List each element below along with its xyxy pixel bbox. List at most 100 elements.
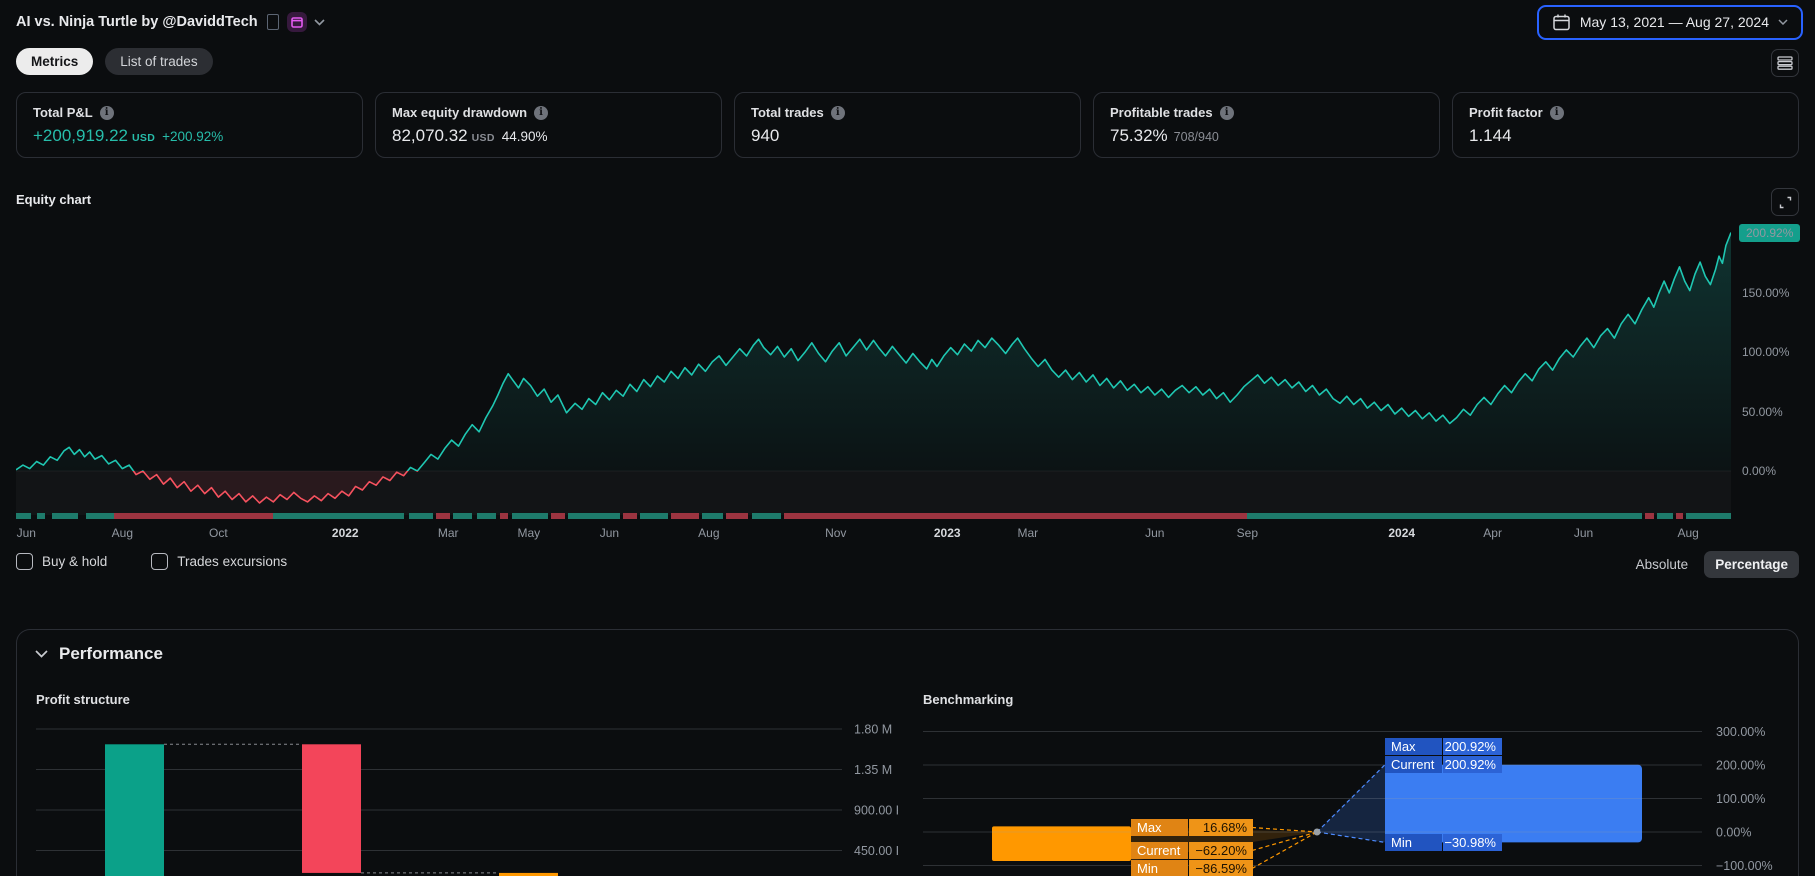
metric-extra: 44.90%: [501, 129, 548, 144]
equity-chart[interactable]: [16, 215, 1731, 515]
trades-excursions-checkbox[interactable]: [151, 553, 169, 570]
x-axis-tick: Nov: [825, 526, 847, 540]
strip-short-segment: [784, 513, 1248, 519]
strip-short-segment: [1645, 513, 1654, 519]
info-icon[interactable]: i: [1549, 105, 1564, 120]
strip-long-segment: [1686, 513, 1731, 519]
profit-structure-chart[interactable]: 1.80 M 1.35 M 900.00 K 450.00 K: [36, 716, 898, 876]
buy-hold-toggle[interactable]: Buy & hold: [16, 553, 107, 570]
strip-long-segment: [702, 513, 723, 519]
strip-long-segment: [16, 513, 32, 519]
report-layout-button[interactable]: [1771, 49, 1799, 77]
svg-text:−86.59%: −86.59%: [1195, 861, 1247, 876]
x-axis-tick: Jun: [1573, 526, 1594, 540]
metric-currency: USD: [471, 132, 495, 144]
x-axis-tick: Oct: [209, 526, 228, 540]
expand-chart-button[interactable]: [1771, 188, 1799, 216]
strip-long-segment: [511, 513, 548, 519]
svg-text:200.00%: 200.00%: [1716, 759, 1765, 773]
chevron-down-icon[interactable]: [314, 18, 325, 26]
metric-card-profit-factor: Profit factor i 1.144: [1452, 92, 1799, 158]
svg-text:0.00%: 0.00%: [1716, 826, 1751, 840]
svg-text:Max: Max: [1391, 739, 1416, 754]
strip-long-segment: [1247, 513, 1642, 519]
bar-gross-profit: [105, 744, 164, 876]
chart-overlay-controls: Buy & hold Trades excursions: [16, 553, 287, 570]
top-bar: AI vs. Ninja Turtle by @DaviddTech May 1…: [16, 0, 1803, 44]
y-axis-tick: 50.00%: [1742, 404, 1783, 419]
metric-value: +200,919.22: [33, 126, 129, 145]
y-axis-tick: 100.00%: [1742, 345, 1790, 360]
strip-long-segment: [36, 513, 46, 519]
trades-excursions-toggle[interactable]: Trades excursions: [151, 553, 287, 570]
info-icon[interactable]: i: [99, 105, 114, 120]
strip-short-segment: [623, 513, 637, 519]
x-axis-tick: Aug: [1677, 526, 1699, 540]
strip-short-segment: [726, 513, 749, 519]
report-tabs: Metrics List of trades: [16, 48, 213, 75]
equity-x-axis[interactable]: Jun Aug Oct 2022 Mar May Jun Aug Nov 2023 Mar Jun Se…: [16, 526, 1731, 541]
x-axis-tick: Sep: [1236, 526, 1259, 540]
tab-list-of-trades[interactable]: List of trades: [105, 48, 213, 75]
strip-short-segment: [1676, 513, 1683, 519]
metric-label: Profit factor: [1469, 105, 1543, 120]
convergence-dot: [1313, 828, 1321, 836]
svg-text:200.92%: 200.92%: [1445, 757, 1497, 772]
bar-benchmark: [992, 826, 1131, 862]
metric-card-profitable-trades: Profitable trades i 75.32% 708/940: [1093, 92, 1440, 158]
strategy-badge-calendar-icon[interactable]: [286, 12, 307, 32]
x-axis-tick: 2023: [933, 526, 961, 540]
strip-long-segment: [1657, 513, 1673, 519]
metric-card-total-pnl: Total P&L i +200,919.22 USD +200.92%: [16, 92, 363, 158]
svg-text:900.00 K: 900.00 K: [854, 804, 898, 818]
current-value-badge: 200.92%: [1739, 223, 1801, 242]
chevron-down-icon: [35, 650, 48, 658]
strip-short-segment: [671, 513, 699, 519]
metric-sub: 708/940: [1173, 130, 1219, 144]
absolute-mode-button[interactable]: Absolute: [1635, 557, 1689, 572]
x-axis-tick: Apr: [1483, 526, 1502, 540]
strip-long-segment: [86, 513, 114, 519]
bar-strategy: [1385, 764, 1642, 843]
trades-excursions-label: Trades excursions: [177, 554, 288, 569]
metric-value: 1.144: [1469, 126, 1512, 145]
strip-short-segment: [499, 513, 509, 519]
metric-label: Profitable trades: [1110, 105, 1213, 120]
date-range-button[interactable]: May 13, 2021 — Aug 27, 2024: [1536, 4, 1803, 40]
info-icon[interactable]: i: [534, 105, 549, 120]
performance-header[interactable]: Performance: [35, 644, 163, 664]
percentage-mode-button[interactable]: Percentage: [1704, 551, 1799, 578]
svg-text:16.68%: 16.68%: [1203, 820, 1248, 835]
x-axis-tick: Jun: [16, 526, 36, 540]
strip-short-segment: [436, 513, 450, 519]
x-axis-tick: Jun: [599, 526, 620, 540]
strip-long-segment: [52, 513, 78, 519]
x-axis-tick: Mar: [437, 526, 459, 540]
metric-value: 940: [751, 126, 780, 145]
x-axis-tick: 2024: [1388, 526, 1416, 540]
profit-structure-title: Profit structure: [36, 692, 130, 707]
metric-label: Total P&L: [33, 105, 93, 120]
strip-long-segment: [751, 513, 781, 519]
x-axis-tick: Jun: [1145, 526, 1165, 540]
strip-long-segment: [640, 513, 668, 519]
strip-long-segment: [453, 513, 473, 519]
svg-text:Min: Min: [1137, 861, 1158, 876]
info-icon[interactable]: i: [830, 105, 845, 120]
svg-text:300.00%: 300.00%: [1716, 725, 1765, 739]
metric-value: 82,070.32: [392, 126, 468, 145]
svg-text:200.92%: 200.92%: [1445, 739, 1497, 754]
value-mode-switch: Absolute Percentage: [1636, 551, 1799, 578]
info-icon[interactable]: i: [1219, 105, 1234, 120]
benchmarking-chart[interactable]: 300.00% 200.00% 100.00% 0.00% −100.00% Max 16.…: [923, 716, 1799, 876]
svg-text:−62.20%: −62.20%: [1195, 843, 1247, 858]
x-axis-tick: Aug: [698, 526, 720, 540]
metric-value: 75.32%: [1110, 126, 1168, 145]
buy-hold-label: Buy & hold: [42, 554, 108, 569]
x-axis-tick: May: [517, 526, 541, 540]
chevron-down-icon: [1778, 19, 1788, 25]
tab-metrics[interactable]: Metrics: [16, 48, 94, 75]
buy-hold-checkbox[interactable]: [16, 553, 33, 570]
metrics-cards-row: Total P&L i +200,919.22 USD +200.92% Max equi…: [16, 92, 1799, 158]
svg-text:−100.00%: −100.00%: [1716, 859, 1773, 873]
